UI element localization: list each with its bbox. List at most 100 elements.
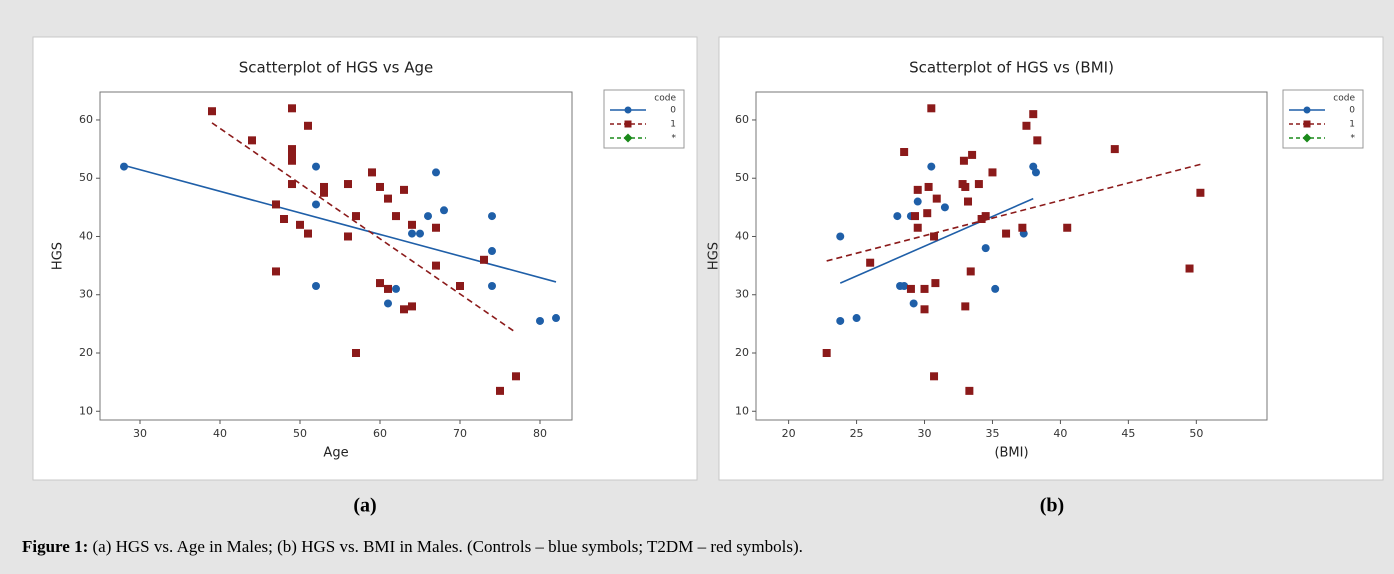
point — [909, 299, 918, 308]
point — [920, 305, 929, 314]
legend-title: code — [1333, 94, 1355, 104]
legend-label: * — [672, 134, 677, 144]
x-tick-label: 25 — [850, 427, 864, 440]
point — [376, 279, 384, 288]
legend-label: 0 — [670, 106, 676, 116]
point — [312, 200, 320, 209]
point — [312, 162, 320, 171]
legend-marker — [1302, 133, 1312, 143]
point — [968, 150, 977, 159]
point — [822, 349, 831, 358]
point — [911, 212, 920, 221]
point — [440, 206, 448, 215]
point — [272, 267, 280, 276]
y-axis-label: HGS — [707, 242, 722, 270]
point — [432, 261, 440, 270]
legend-label: 1 — [670, 120, 676, 130]
point — [836, 316, 845, 325]
point — [424, 212, 432, 221]
point — [288, 145, 296, 154]
y-tick-label: 60 — [79, 113, 93, 126]
point — [964, 197, 973, 206]
point — [924, 182, 933, 191]
point — [1196, 188, 1205, 197]
x-tick-label: 20 — [782, 427, 796, 440]
point — [120, 162, 128, 171]
point — [352, 212, 360, 221]
caption-label: Figure 1: — [22, 537, 88, 556]
point — [932, 194, 941, 203]
point — [352, 349, 360, 358]
point — [296, 220, 304, 229]
x-tick-label: 45 — [1121, 427, 1135, 440]
point — [400, 185, 408, 194]
y-tick-label: 50 — [735, 171, 749, 184]
point — [1018, 223, 1027, 232]
x-axis-label: (BMI) — [994, 446, 1028, 461]
point — [920, 284, 929, 293]
point — [320, 182, 328, 191]
y-tick-label: 10 — [79, 404, 93, 417]
point — [906, 284, 915, 293]
point — [866, 258, 875, 267]
point — [344, 180, 352, 189]
y-axis-label: HGS — [51, 242, 66, 270]
point — [974, 180, 983, 189]
point — [408, 302, 416, 311]
point — [392, 284, 400, 293]
point — [923, 209, 932, 218]
y-tick-label: 40 — [79, 229, 93, 242]
point — [384, 284, 392, 293]
point — [966, 267, 975, 276]
caption: Figure 1: (a) HGS vs. Age in Males; (b) … — [22, 537, 803, 556]
point — [931, 279, 940, 288]
point — [432, 168, 440, 177]
y-tick-label: 40 — [735, 229, 749, 242]
point — [1033, 136, 1042, 145]
point — [1022, 121, 1031, 130]
point — [1031, 168, 1040, 177]
point — [456, 282, 464, 291]
point — [488, 282, 496, 291]
plot-area — [755, 91, 1268, 421]
point — [961, 302, 970, 311]
legend-label: * — [1351, 134, 1356, 144]
chart-title: Scatterplot of HGS vs Age — [239, 59, 434, 77]
legend-marker — [1303, 120, 1311, 128]
point — [392, 212, 400, 221]
point — [496, 386, 504, 395]
legend-marker — [624, 120, 632, 128]
point — [288, 156, 296, 165]
point — [280, 215, 288, 224]
legend-marker — [624, 106, 632, 114]
chart-title: Scatterplot of HGS vs (BMI) — [909, 59, 1114, 77]
legend-title: code — [654, 94, 676, 104]
panel-label: (a) — [353, 495, 376, 517]
point — [981, 244, 990, 253]
y-tick-label: 10 — [735, 404, 749, 417]
legend-label: 1 — [1349, 120, 1355, 130]
point — [288, 104, 296, 113]
point — [536, 316, 544, 325]
point — [991, 284, 1000, 293]
point — [512, 372, 520, 381]
point — [552, 314, 560, 323]
x-tick-label: 40 — [1053, 427, 1067, 440]
legend-label: 0 — [1349, 106, 1355, 116]
plot-area — [99, 91, 573, 421]
legend-marker — [1303, 106, 1311, 114]
x-tick-label: 80 — [533, 427, 547, 440]
x-tick-label: 30 — [918, 427, 932, 440]
point — [893, 212, 902, 221]
y-tick-label: 30 — [79, 288, 93, 301]
point — [312, 282, 320, 291]
point — [248, 136, 256, 145]
y-tick-label: 20 — [735, 346, 749, 359]
point — [480, 255, 488, 264]
point — [400, 305, 408, 314]
point — [344, 232, 352, 241]
point — [272, 200, 280, 209]
point — [304, 121, 312, 130]
point — [1063, 223, 1072, 232]
point — [1029, 110, 1038, 119]
